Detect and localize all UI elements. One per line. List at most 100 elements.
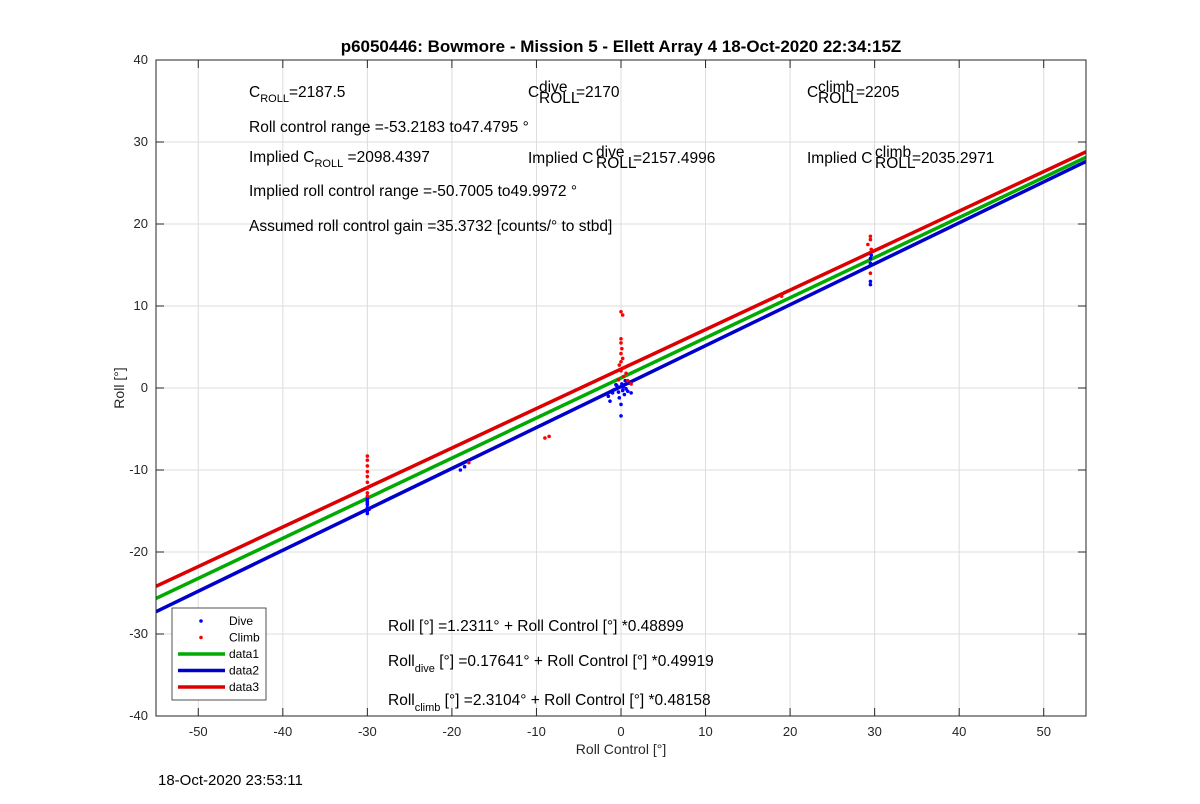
point-climb	[619, 351, 623, 356]
point-climb	[365, 454, 370, 458]
point-dive	[617, 396, 622, 400]
point-dive	[367, 507, 371, 512]
svg-text:ROLL: ROLL	[596, 155, 637, 172]
point-climb	[619, 368, 623, 373]
point-climb	[624, 371, 628, 376]
point-climb	[365, 469, 370, 474]
point-dive	[606, 394, 611, 399]
point-dive	[619, 414, 623, 418]
point-climb	[547, 434, 551, 439]
point-climb	[543, 436, 547, 440]
annotation-implied-c-roll-dive: Implied C dive ROLL =2157.4996	[528, 144, 715, 172]
x-tick-label: 50	[1036, 724, 1050, 739]
svg-text:ROLL: ROLL	[539, 90, 580, 107]
point-climb	[620, 356, 625, 361]
chart-title: p6050446: Bowmore - Mission 5 - Ellett A…	[341, 37, 902, 56]
svg-text:dive: dive	[596, 144, 624, 161]
svg-text:dive: dive	[539, 79, 567, 96]
point-dive	[608, 399, 612, 403]
annotation-c-roll: CROLL=2187.5	[249, 84, 345, 105]
svg-text:=2205: =2205	[856, 84, 900, 101]
point-climb	[779, 294, 784, 298]
point-dive	[622, 392, 627, 397]
x-tick-label: 10	[698, 724, 712, 739]
axis-ticks: -50 -40 -30 -20 -10 0 10 20 30 40 50 -40 -30 -20 -10 0 1…	[129, 52, 1086, 739]
footer-timestamp: 18-Oct-2020 23:53:11	[158, 772, 303, 789]
point-climb	[629, 382, 633, 386]
svg-text:ROLL: ROLL	[875, 155, 916, 172]
legend-label-climb: Climb	[229, 631, 260, 645]
point-dive	[612, 387, 617, 392]
point-climb	[365, 458, 370, 462]
point-climb	[616, 378, 621, 382]
data-points	[365, 234, 874, 516]
y-tick-label: -20	[129, 544, 148, 559]
svg-text:=2157.4996: =2157.4996	[633, 150, 715, 167]
point-dive	[625, 389, 630, 394]
point-dive	[462, 464, 467, 469]
annotation-roll-control-range: Roll control range =-53.2183 to47.4795 °	[249, 119, 529, 136]
y-tick-label: 20	[134, 216, 148, 231]
point-climb	[869, 247, 874, 252]
point-climb	[365, 491, 370, 495]
x-tick-label: 20	[783, 724, 797, 739]
annotation-c-roll-dive: C dive ROLL =2170	[528, 79, 620, 107]
x-tick-label: 30	[867, 724, 881, 739]
x-tick-label: -50	[189, 724, 208, 739]
y-tick-label: 30	[134, 134, 148, 149]
legend-marker-dive	[199, 619, 203, 623]
x-tick-label: -20	[443, 724, 462, 739]
point-climb	[868, 271, 873, 276]
legend-marker-climb	[199, 635, 203, 640]
point-dive	[868, 279, 873, 284]
point-climb	[619, 309, 623, 314]
point-dive	[365, 511, 370, 516]
svg-text:climb: climb	[875, 144, 911, 161]
point-climb	[622, 365, 627, 370]
point-climb	[620, 346, 624, 351]
x-axis-label: Roll Control [°]	[576, 741, 666, 757]
point-climb	[866, 242, 870, 247]
point-dive	[868, 256, 873, 261]
fit-line-data2	[156, 159, 1086, 614]
annotation-implied-c-roll-climb: Implied C climb ROLL =2035.2971	[807, 144, 994, 172]
point-climb	[621, 374, 626, 379]
svg-text:climb: climb	[818, 79, 854, 96]
svg-text:ROLL: ROLL	[818, 90, 859, 107]
legend-label-data3: data3	[229, 680, 259, 694]
annotation-implied-range: Implied roll control range =-50.7005 to4…	[249, 183, 577, 200]
svg-text:=2035.2971: =2035.2971	[912, 150, 994, 167]
point-climb	[365, 474, 370, 479]
annotation-fit-all: Roll [°] =1.2311° + Roll Control [°] *0.…	[388, 618, 684, 635]
annotation-implied-c-roll: Implied CROLL =2098.4397	[249, 149, 430, 170]
point-climb	[868, 234, 873, 239]
legend: Dive Climb data1 data2 data3	[171, 607, 267, 701]
x-tick-label: -40	[273, 724, 292, 739]
y-tick-label: -30	[129, 626, 148, 641]
y-tick-label: 10	[134, 298, 148, 313]
point-climb	[365, 480, 370, 485]
x-tick-label: -10	[527, 724, 546, 739]
y-tick-label: 0	[141, 380, 148, 395]
y-tick-label: -10	[129, 462, 148, 477]
point-dive	[623, 378, 628, 383]
legend-label-dive: Dive	[229, 614, 253, 628]
x-tick-label: -30	[358, 724, 377, 739]
point-climb	[619, 337, 623, 341]
point-climb	[467, 460, 471, 465]
annotation-assumed-gain: Assumed roll control gain =35.3732 [coun…	[249, 218, 612, 235]
svg-text:Implied C: Implied C	[807, 150, 872, 167]
legend-label-data2: data2	[229, 664, 259, 678]
point-dive	[365, 501, 370, 505]
svg-text:C: C	[807, 84, 818, 101]
point-climb	[620, 313, 625, 317]
x-tick-label: 0	[617, 724, 624, 739]
point-dive	[619, 402, 623, 407]
point-dive	[614, 382, 618, 387]
annotation-fit-dive: Rolldive [°] =0.17641° + Roll Control [°…	[388, 653, 714, 675]
point-dive	[620, 388, 625, 393]
svg-text:C: C	[528, 84, 539, 101]
point-dive	[869, 253, 874, 257]
point-climb	[868, 237, 873, 242]
